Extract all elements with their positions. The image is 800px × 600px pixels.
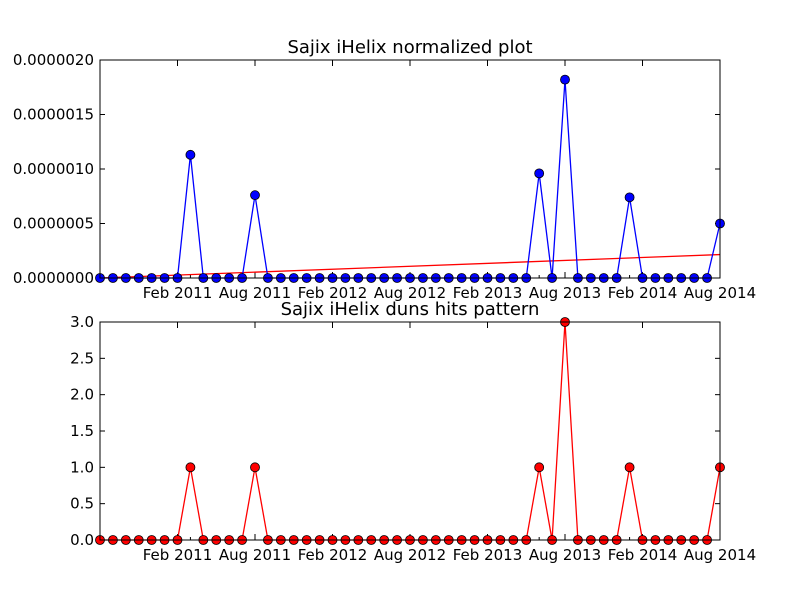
- y-tick-label: 3.0: [70, 313, 94, 331]
- x-tick-label: Feb 2011: [143, 546, 213, 564]
- x-tick-label: Feb 2014: [608, 284, 678, 302]
- x-tick-label: Aug 2013: [529, 284, 601, 302]
- data-point: [560, 74, 570, 85]
- series-line: [100, 321, 721, 541]
- y-tick-label: 0.0000010: [13, 160, 94, 178]
- x-tick-label: Feb 2011: [143, 284, 213, 302]
- x-tick-label: Aug 2012: [374, 546, 446, 564]
- data-point: [250, 190, 260, 201]
- y-tick-label: 0.0000000: [13, 269, 94, 287]
- chart-title: Sajix iHelix normalized plot: [287, 37, 532, 58]
- x-ticks: Feb 2011 Aug 2011 Feb 2012 Aug 2012 Feb 2013…: [99, 322, 756, 564]
- x-tick-label: Aug 2011: [219, 284, 291, 302]
- data-point: [250, 462, 260, 473]
- x-tick-label: Feb 2012: [298, 546, 368, 564]
- x-tick-label: Feb 2014: [608, 546, 678, 564]
- y-tick-label: 0.0000005: [13, 215, 94, 233]
- x-tick-label: Aug 2011: [219, 546, 291, 564]
- chart-normalized: Sajix iHelix normalized plot Feb 2011 Aug…: [13, 37, 756, 302]
- x-tick-label: Aug 2013: [529, 546, 601, 564]
- data-point: [185, 462, 196, 473]
- y-tick-label: 2.5: [70, 349, 94, 367]
- y-ticks: 0.0000000 0.0000005 0.0000010 0.0000015 0.00…: [13, 51, 720, 287]
- x-tick-label: Feb 2013: [453, 546, 523, 564]
- data-point: [624, 462, 635, 473]
- y-tick-label: 0.0000020: [13, 51, 94, 69]
- x-tick-label: Aug 2014: [684, 546, 756, 564]
- x-tick-label: Feb 2012: [298, 284, 368, 302]
- data-point: [624, 192, 635, 203]
- plot-frame: [99, 321, 721, 541]
- chart-duns-hits: Sajix iHelix duns hits pattern Feb 2011 A…: [70, 299, 756, 564]
- x-tick-label: Feb 2013: [453, 284, 523, 302]
- y-tick-label: 0.0: [70, 531, 94, 549]
- series-layer: [95, 74, 725, 283]
- y-tick-label: 0.5: [70, 495, 94, 513]
- plot-frame: [99, 59, 721, 279]
- data-point: [185, 149, 196, 160]
- x-tick-label: Aug 2012: [374, 284, 446, 302]
- series-line: [100, 79, 721, 279]
- y-tick-label: 0.0000015: [13, 106, 94, 124]
- data-point: [534, 168, 545, 179]
- x-tick-label: Aug 2014: [684, 284, 756, 302]
- chart-title: Sajix iHelix duns hits pattern: [281, 299, 540, 320]
- y-tick-label: 1.0: [70, 458, 94, 476]
- y-tick-label: 1.5: [70, 422, 94, 440]
- x-ticks: Feb 2011 Aug 2011 Feb 2012 Aug 2012 Feb 2013…: [99, 60, 756, 302]
- y-ticks: 0.0 0.5 1.0 1.5 2.0 2.5 3.0: [70, 313, 720, 549]
- data-point: [534, 462, 545, 473]
- series-layer: [95, 317, 725, 545]
- y-tick-label: 2.0: [70, 386, 94, 404]
